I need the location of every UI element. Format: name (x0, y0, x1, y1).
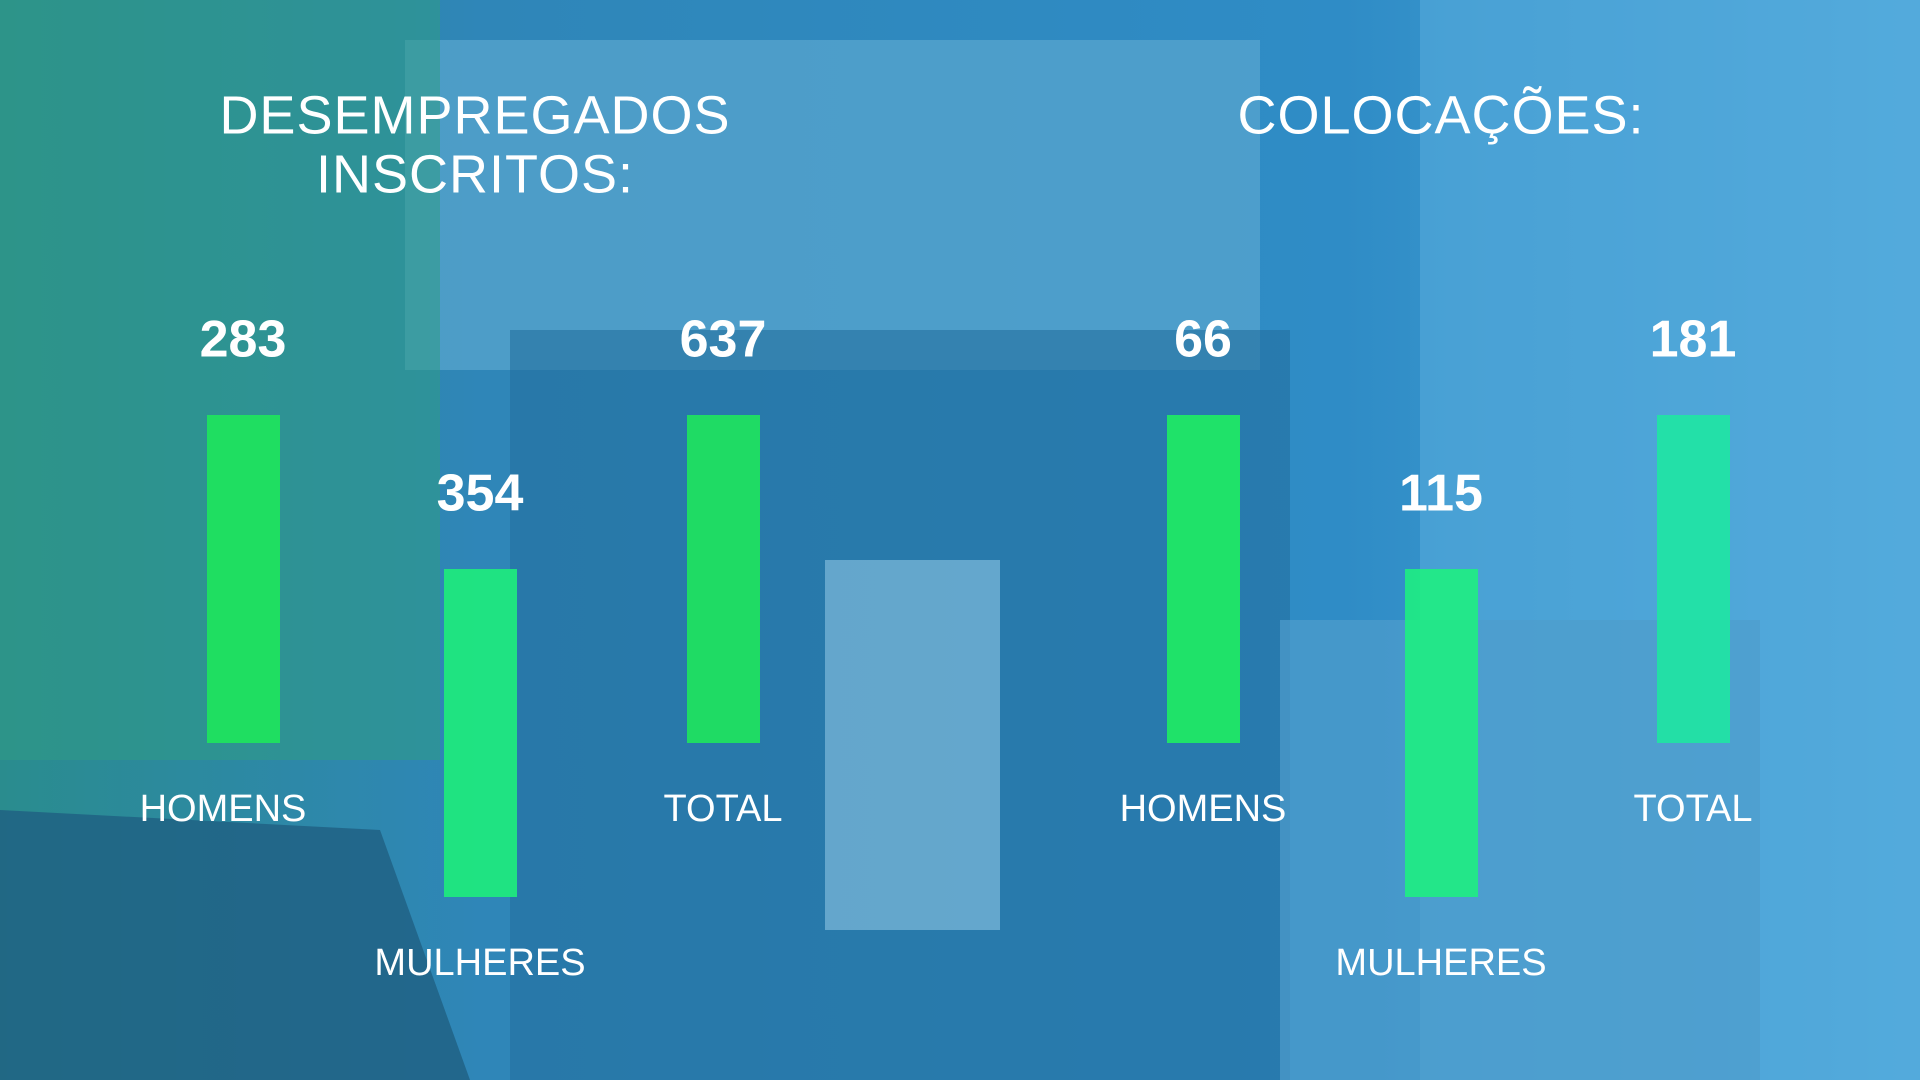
category-label: TOTAL (1634, 788, 1753, 830)
category-label: MULHERES (374, 942, 585, 984)
bar (207, 415, 280, 743)
value: 354 (437, 465, 524, 523)
value: 115 (1399, 465, 1483, 523)
bar (444, 569, 517, 897)
category-label: HOMENS (1120, 788, 1287, 830)
panel-title: DESEMPREGADOS (219, 85, 730, 145)
value: 283 (200, 311, 287, 369)
category-label: MULHERES (1335, 942, 1546, 984)
value: 66 (1174, 311, 1232, 369)
value: 637 (680, 311, 767, 369)
bar (1167, 415, 1240, 743)
panel-title: COLOCAÇÕES: (1237, 85, 1644, 145)
bar (1405, 569, 1478, 897)
category-label: TOTAL (664, 788, 783, 830)
panel-title: INSCRITOS: (316, 144, 634, 204)
bar (1657, 415, 1730, 743)
category-label: HOMENS (140, 788, 307, 830)
bar (687, 415, 760, 743)
value: 181 (1650, 311, 1737, 369)
